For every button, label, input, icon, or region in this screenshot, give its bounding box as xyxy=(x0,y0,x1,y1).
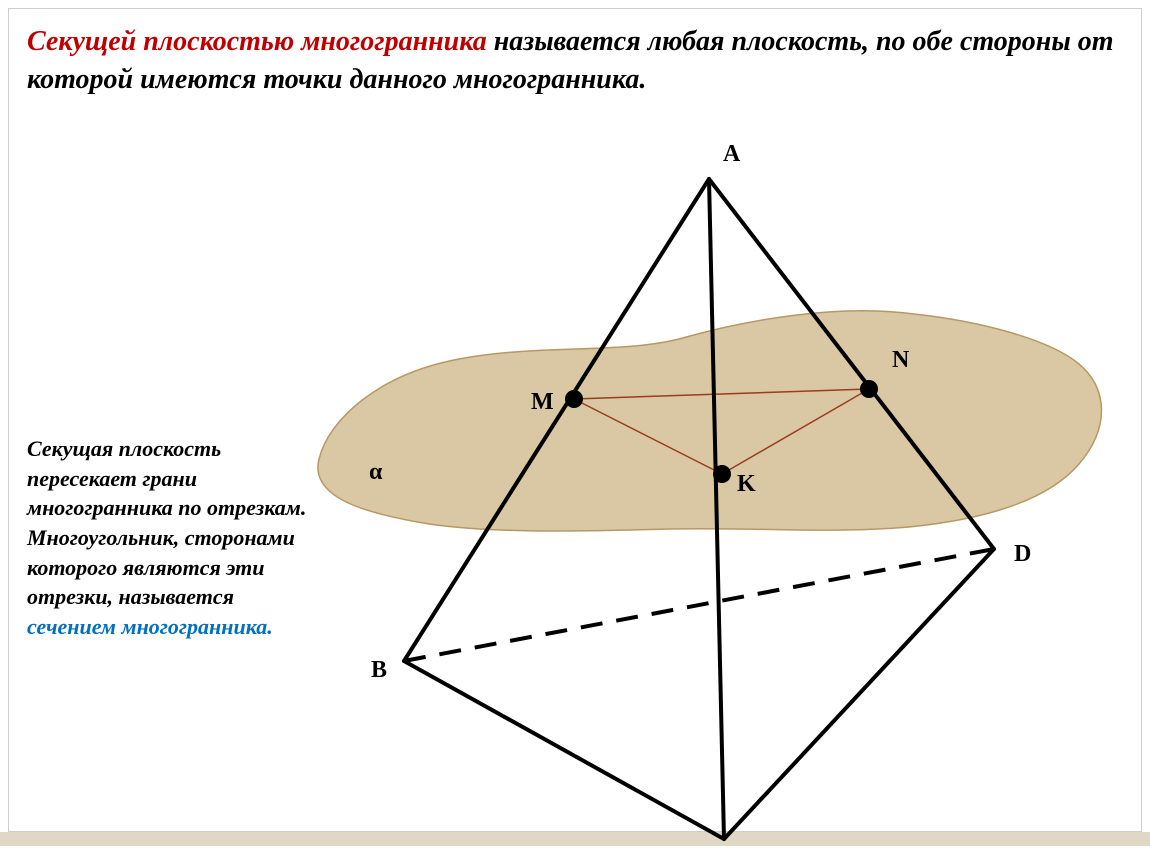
point-N xyxy=(860,380,878,398)
label-alpha: α xyxy=(369,459,383,485)
edge-BC xyxy=(404,661,724,839)
slide: Секущей плоскостью многогранника называе… xyxy=(8,8,1142,832)
point-K xyxy=(713,465,731,483)
side-text-emph: сечением многогранника. xyxy=(27,614,273,639)
label-B: B xyxy=(371,657,387,683)
title-block: Секущей плоскостью многогранника называе… xyxy=(27,23,1123,99)
diagram-svg: ABCDMNKα xyxy=(309,129,1129,849)
point-M xyxy=(565,390,583,408)
diagram: ABCDMNKα xyxy=(309,129,1129,849)
label-K: K xyxy=(737,471,756,497)
label-A: A xyxy=(723,141,741,167)
side-text: Секущая плоскость пересекает грани много… xyxy=(27,434,327,642)
label-N: N xyxy=(892,347,910,373)
title-emph: Секущей плоскостью многогранника xyxy=(27,26,487,57)
label-M: M xyxy=(531,389,554,415)
side-text-part1: Секущая плоскость пересекает грани много… xyxy=(27,436,306,609)
cutting-plane xyxy=(318,311,1102,531)
label-D: D xyxy=(1014,541,1031,567)
